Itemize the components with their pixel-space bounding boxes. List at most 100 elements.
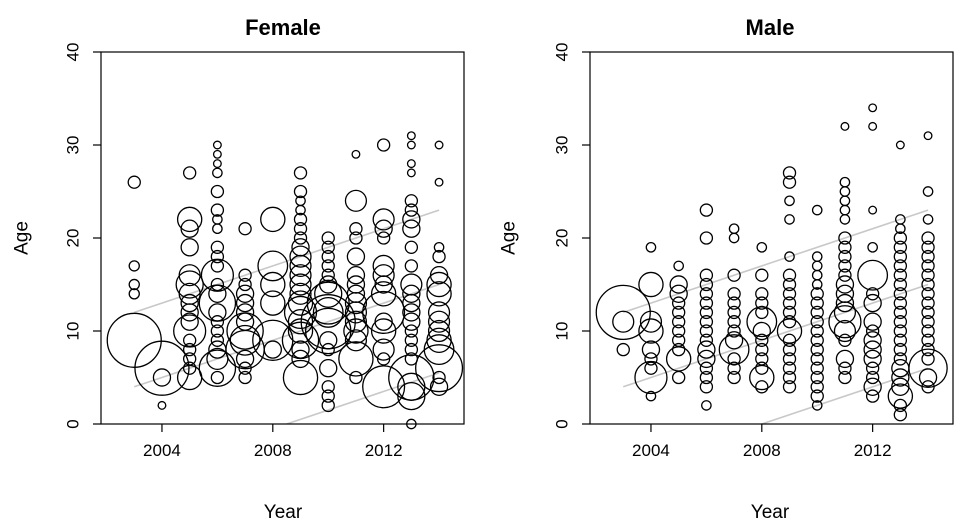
data-point xyxy=(699,203,714,217)
data-point xyxy=(839,176,851,188)
data-point xyxy=(128,278,140,291)
data-point xyxy=(281,321,320,360)
data-point xyxy=(699,268,714,282)
data-point xyxy=(893,296,908,310)
data-point xyxy=(134,340,190,396)
data-point xyxy=(176,364,203,391)
data-point xyxy=(833,319,857,343)
data-point xyxy=(669,275,688,294)
data-point xyxy=(644,352,658,366)
data-point xyxy=(212,159,222,169)
y-tick-label: 0 xyxy=(64,419,83,428)
data-point xyxy=(921,333,935,347)
data-point xyxy=(346,247,366,266)
data-point xyxy=(727,305,741,320)
data-point xyxy=(293,212,308,227)
data-point xyxy=(612,310,635,333)
data-point xyxy=(289,282,312,305)
data-point xyxy=(314,279,343,308)
data-point xyxy=(838,240,852,254)
data-point xyxy=(782,352,797,366)
data-point xyxy=(782,166,797,180)
data-point xyxy=(287,290,314,316)
data-point xyxy=(727,352,741,366)
data-point xyxy=(260,206,286,233)
data-point xyxy=(727,296,741,310)
data-point xyxy=(868,103,878,113)
data-point xyxy=(212,140,222,150)
data-point xyxy=(921,305,935,320)
data-point xyxy=(893,305,908,320)
data-point xyxy=(289,273,312,296)
data-point xyxy=(784,195,795,207)
data-point xyxy=(376,352,391,366)
data-point xyxy=(893,259,908,273)
data-point xyxy=(782,277,797,292)
data-point xyxy=(210,203,225,217)
data-point xyxy=(404,259,419,273)
data-point xyxy=(291,349,310,369)
data-point xyxy=(212,167,223,179)
data-point xyxy=(895,140,905,150)
data-point xyxy=(645,241,657,253)
data-point xyxy=(782,315,797,329)
data-point xyxy=(200,258,235,292)
data-point xyxy=(921,231,935,245)
data-point xyxy=(755,361,769,375)
data-point xyxy=(699,324,714,338)
data-point xyxy=(921,277,935,292)
data-point xyxy=(893,240,908,254)
data-point xyxy=(344,329,368,352)
data-point xyxy=(810,361,824,375)
data-point xyxy=(178,264,201,287)
data-point xyxy=(863,331,882,350)
data-point xyxy=(752,321,771,341)
data-point xyxy=(782,333,797,347)
data-point xyxy=(173,314,207,348)
data-point xyxy=(289,254,312,278)
data-point xyxy=(782,361,797,375)
data-point xyxy=(198,349,237,387)
data-point xyxy=(235,293,255,313)
data-point xyxy=(319,359,338,378)
data-point xyxy=(893,277,908,292)
data-point xyxy=(811,204,823,216)
data-point xyxy=(433,241,445,253)
data-point xyxy=(432,249,446,264)
data-point xyxy=(226,312,264,350)
data-point xyxy=(427,310,451,333)
data-point xyxy=(263,340,282,359)
data-point xyxy=(235,303,255,322)
data-point xyxy=(865,287,880,301)
cohort-line xyxy=(622,209,929,314)
data-point xyxy=(404,333,419,347)
data-point xyxy=(210,277,225,292)
cohort-line xyxy=(286,372,440,424)
data-point xyxy=(782,287,797,301)
data-point xyxy=(810,305,824,320)
data-point xyxy=(835,349,855,369)
data-point xyxy=(127,175,141,189)
data-point xyxy=(863,349,882,369)
data-point xyxy=(784,214,795,225)
data-point xyxy=(782,296,797,310)
data-point xyxy=(238,277,252,292)
data-point xyxy=(344,189,368,212)
data-point xyxy=(404,324,419,338)
data-point xyxy=(699,305,714,320)
data-point xyxy=(291,340,310,359)
data-point xyxy=(893,398,908,413)
chart-title: Female xyxy=(245,15,321,40)
data-point xyxy=(638,318,664,344)
data-point xyxy=(921,259,935,273)
data-point xyxy=(641,340,661,359)
y-tick-label: 10 xyxy=(553,322,572,341)
data-point xyxy=(755,287,769,301)
data-point xyxy=(811,279,823,290)
cohort-line xyxy=(133,283,440,388)
data-point xyxy=(180,312,199,331)
data-point xyxy=(372,254,395,278)
data-point xyxy=(238,222,252,236)
data-point xyxy=(427,319,451,343)
data-point xyxy=(863,340,882,359)
